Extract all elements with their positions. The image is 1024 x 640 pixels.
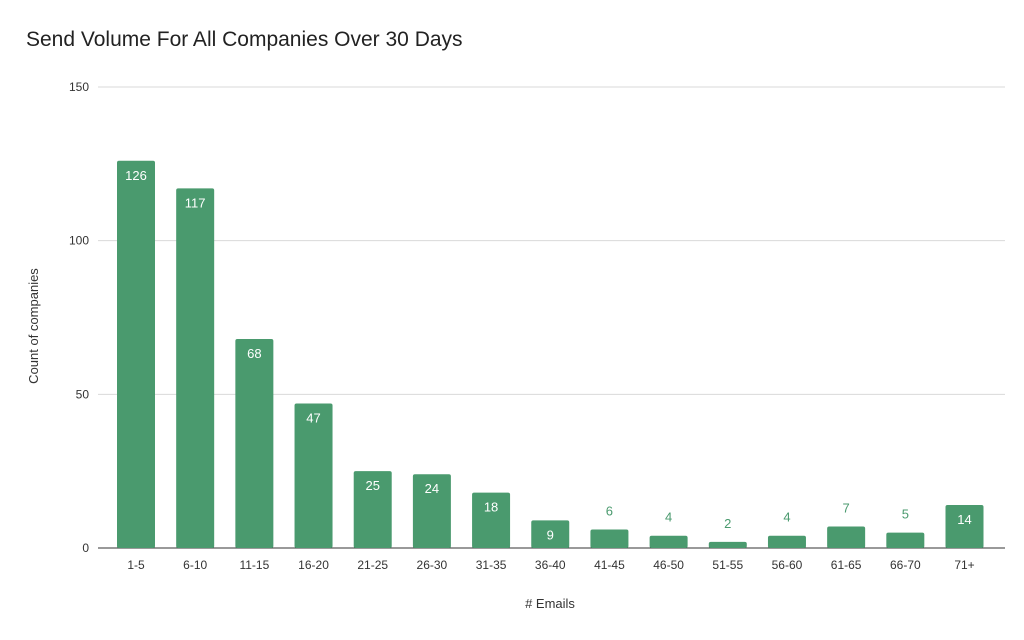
x-tick-label: 51-55 (712, 558, 743, 572)
bar (176, 188, 215, 549)
data-label: 47 (306, 411, 320, 426)
y-tick-label: 0 (82, 541, 89, 555)
x-tick-label: 11-15 (239, 558, 269, 572)
bar (886, 532, 925, 548)
y-tick-labels: 0 50 100 150 (69, 80, 89, 555)
x-tick-label: 1-5 (127, 558, 145, 572)
gridlines (98, 86, 1005, 549)
x-tick-label: 16-20 (298, 558, 329, 572)
data-label: 6 (606, 504, 613, 519)
data-label: 68 (247, 346, 261, 361)
data-label: 117 (185, 195, 206, 210)
y-tick-label: 100 (69, 234, 89, 248)
x-tick-label: 66-70 (890, 558, 921, 572)
bar (708, 541, 747, 548)
data-label: 24 (425, 481, 439, 496)
data-label: 14 (957, 512, 971, 527)
x-tick-label: 41-45 (594, 558, 625, 572)
bar (294, 403, 333, 548)
bar (531, 520, 570, 548)
x-tick-label: 6-10 (183, 558, 207, 572)
data-label: 18 (484, 500, 498, 515)
bar (412, 474, 451, 548)
data-label: 2 (724, 516, 731, 531)
bar (235, 339, 274, 548)
data-label: 4 (783, 510, 790, 525)
bar (827, 526, 866, 548)
x-tick-label: 31-35 (476, 558, 507, 572)
chart-title: Send Volume For All Companies Over 30 Da… (26, 28, 463, 51)
x-tick-label: 56-60 (772, 558, 803, 572)
bars (117, 160, 984, 549)
x-tick-label: 71+ (954, 558, 974, 572)
bar (649, 535, 688, 548)
bar (767, 535, 806, 548)
bar (590, 529, 629, 548)
data-label: 7 (843, 500, 850, 515)
x-tick-label: 46-50 (653, 558, 684, 572)
x-tick-label: 21-25 (357, 558, 388, 572)
y-tick-label: 150 (69, 80, 89, 94)
x-tick-label: 26-30 (417, 558, 448, 572)
x-tick-labels: 1-5 6-10 11-15 16-20 21-25 26-30 31-35 36-40 41-… (127, 558, 974, 572)
y-axis-label: Count of companies (26, 268, 41, 384)
data-label: 25 (365, 478, 379, 493)
data-label: 126 (125, 168, 147, 183)
x-axis-label: # Emails (525, 596, 575, 611)
bar (945, 504, 984, 548)
bar (117, 160, 155, 548)
x-tick-label: 36-40 (535, 558, 566, 572)
bar (353, 471, 392, 548)
data-label: 9 (547, 527, 554, 542)
bar (472, 492, 511, 548)
x-tick-label: 61-65 (831, 558, 862, 572)
data-label: 4 (665, 510, 672, 525)
y-tick-label: 50 (76, 387, 90, 401)
data-label: 5 (902, 507, 909, 522)
